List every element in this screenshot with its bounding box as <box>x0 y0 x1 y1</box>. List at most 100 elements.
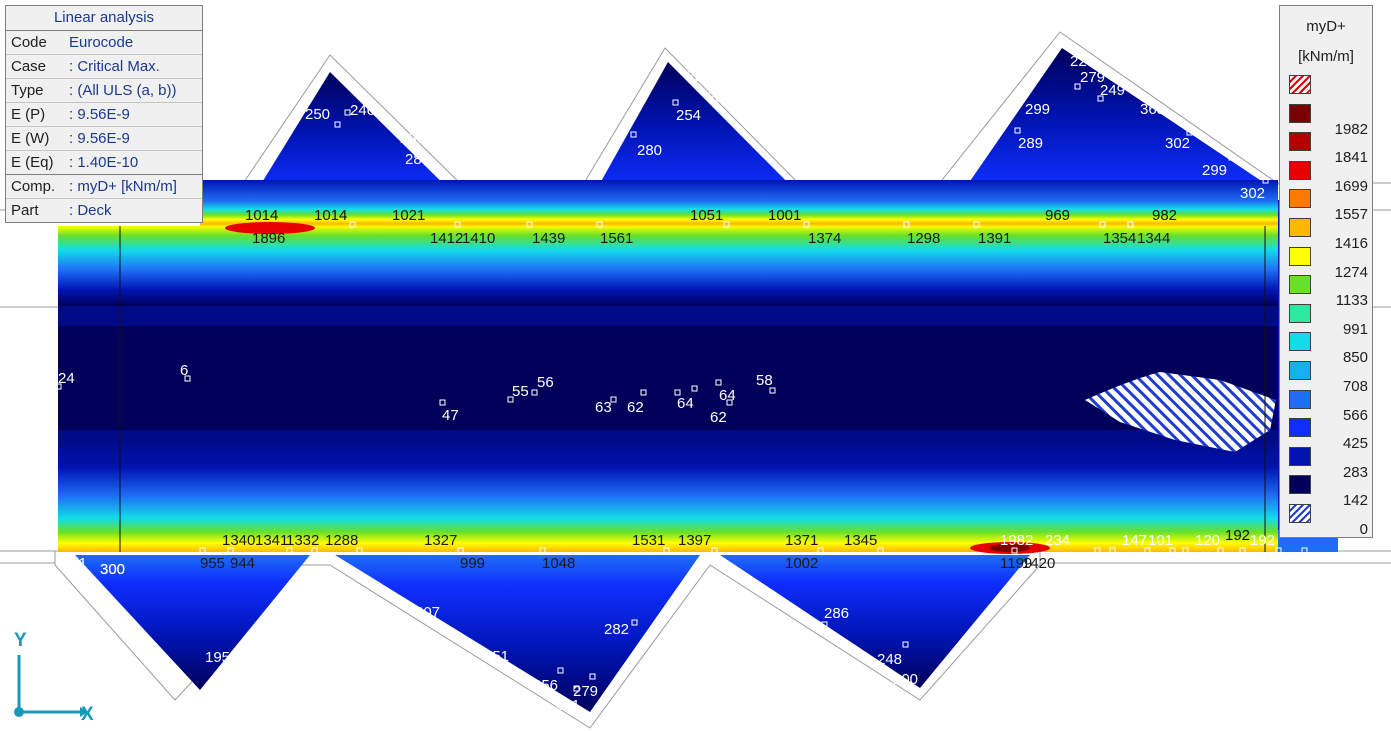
legend-swatch <box>1289 246 1311 266</box>
legend-value: 425 <box>1342 435 1368 453</box>
info-value: : 1.40E-10 <box>69 154 139 171</box>
triangle-label: 246 <box>350 102 375 119</box>
triangle-label: 300 <box>100 561 125 578</box>
info-row-comp: Comp. : myD+ [kNm/m] <box>6 175 202 199</box>
center-label: 55 <box>512 383 529 400</box>
center-label: 56 <box>537 374 554 391</box>
legend-value: 1557 <box>1334 206 1368 224</box>
legend-swatch <box>1289 418 1311 438</box>
info-value: : Critical Max. <box>69 58 160 75</box>
legend-swatch <box>1289 475 1311 495</box>
info-row-ew: E (W) : 9.56E-9 <box>6 127 202 151</box>
info-key: E (P) <box>11 106 46 123</box>
legend-swatch <box>1289 446 1311 466</box>
info-key: Type <box>11 82 44 99</box>
top-label: 1561 <box>600 230 633 247</box>
bottom-label: 192 <box>1250 532 1275 549</box>
legend-value: 991 <box>1342 320 1368 338</box>
center-label: 63 <box>595 399 612 416</box>
triangle-label: 296 <box>400 130 425 147</box>
top-label: 982 <box>1152 207 1177 224</box>
triangle-label: 356 <box>758 116 783 133</box>
info-value: : (All ULS (a, b)) <box>69 82 177 99</box>
x-axis-label: X <box>81 704 94 725</box>
bottom-label: 147 <box>1122 532 1147 549</box>
legend-value: 566 <box>1342 406 1368 424</box>
triangle-label: 299 <box>1202 162 1227 179</box>
triangle-label: 195 <box>205 649 230 666</box>
triangle-label: 289 <box>1018 135 1043 152</box>
bottom-label: 192 <box>1225 527 1250 544</box>
info-row-part: Part : Deck <box>6 199 202 222</box>
triangle-label: 254 <box>676 107 701 124</box>
info-value: : 9.56E-9 <box>69 130 130 147</box>
legend-swatch <box>1289 75 1311 94</box>
top-label: 1896 <box>252 230 285 247</box>
triangle-label: 307 <box>415 604 440 621</box>
bottom-label: 1531 <box>632 532 665 549</box>
bottom-label: 955 <box>200 555 225 572</box>
legend-value: 1133 <box>1335 292 1368 310</box>
info-row-ep: E (P) : 9.56E-9 <box>6 103 202 127</box>
top-label: 1354 <box>1103 230 1136 247</box>
triangle-label: 248 <box>877 651 902 668</box>
legend-swatch <box>1289 218 1311 237</box>
legend-swatch <box>1289 389 1311 409</box>
bottom-label: 1332 <box>286 532 319 549</box>
legend-value: 1274 <box>1334 263 1368 281</box>
info-key: E (W) <box>11 130 50 147</box>
top-triangles <box>245 48 1275 210</box>
bottom-label: 1371 <box>785 532 818 549</box>
bottom-label: 120 <box>1195 532 1220 549</box>
bottom-label: 1345 <box>844 532 877 549</box>
legend-value: 1699 <box>1334 177 1368 195</box>
info-key: Code <box>11 34 47 51</box>
top-label: 1344 <box>1137 230 1170 247</box>
legend-value: 142 <box>1342 492 1368 510</box>
info-key: Case <box>11 58 47 75</box>
triangle-label: 221 <box>555 697 580 714</box>
bottom-label: 1982 <box>1000 532 1033 549</box>
info-panel-title: Linear analysis <box>6 6 202 31</box>
legend-swatch <box>1289 160 1311 180</box>
legend-value: 1841 <box>1334 149 1368 167</box>
axis-gizmo <box>14 655 88 717</box>
legend-swatch <box>1289 132 1311 152</box>
color-legend[interactable]: myD+ [kNm/m] 1982 1841 1699 1557 1416 1274 113… <box>1279 5 1373 538</box>
triangle-label: 250 <box>305 106 330 123</box>
top-label: 1439 <box>532 230 565 247</box>
legend-swatch <box>1289 275 1311 295</box>
center-label: 64 <box>677 395 694 412</box>
top-label: 1014 <box>314 207 347 224</box>
triangle-label: 286 <box>824 605 849 622</box>
triangle-label: 280 <box>637 142 662 159</box>
top-label: 1410 <box>462 230 495 247</box>
triangle-label: 302 <box>1240 185 1265 202</box>
center-label: 24 <box>58 370 75 387</box>
legend-value: 708 <box>1342 378 1368 395</box>
triangle-label: 220 <box>686 68 711 85</box>
bottom-label: 1048 <box>542 555 575 572</box>
legend-title: myD+ <box>1306 18 1346 35</box>
bottom-label: 944 <box>230 555 255 572</box>
legend-swatch <box>1289 189 1311 209</box>
triangle-label: 249 <box>1100 82 1125 99</box>
triangle-label: 299 <box>1025 101 1050 118</box>
bottom-label: 101 <box>1148 532 1173 549</box>
bottom-label: 1199 <box>1000 555 1032 572</box>
bottom-label: 1420 <box>1022 555 1055 572</box>
center-label: 47 <box>442 407 459 424</box>
info-row-eeq: E (Eq) : 1.40E-10 <box>6 151 202 175</box>
legend-swatch <box>1289 504 1311 523</box>
info-panel[interactable]: Linear analysis Code Eurocode Case : Cri… <box>5 5 203 223</box>
triangle-label: 151 <box>62 555 87 572</box>
node-markers <box>55 83 1308 692</box>
center-label: 6 <box>180 362 188 379</box>
info-row-case: Case : Critical Max. <box>6 55 202 79</box>
info-key: E (Eq) <box>11 154 54 171</box>
bottom-label: 1002 <box>785 555 818 572</box>
triangle-label: 279 <box>1080 69 1105 86</box>
top-label: 969 <box>1045 207 1070 224</box>
y-axis-label: Y <box>14 630 27 651</box>
